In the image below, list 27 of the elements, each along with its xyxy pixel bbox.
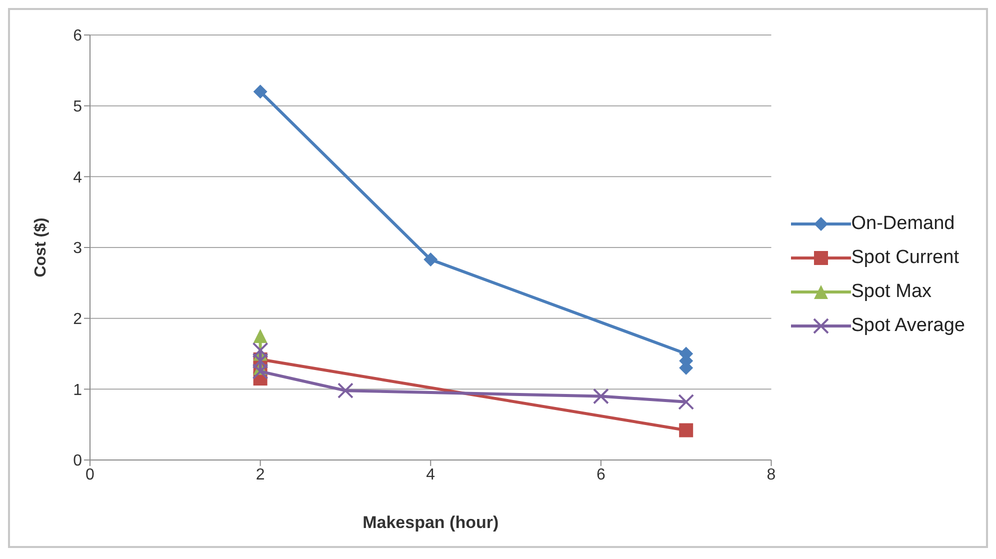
y-tick-label: 6	[73, 28, 82, 45]
legend-label: Spot Max	[851, 281, 932, 303]
x-tick-label: 8	[766, 466, 776, 484]
y-axis-title: Cost ($)	[32, 218, 50, 278]
y-tick-label: 4	[73, 169, 82, 186]
legend-label: Spot Average	[851, 315, 965, 337]
legend-label: On-Demand	[851, 213, 955, 235]
point	[424, 252, 438, 267]
x-tick-label: 2	[256, 466, 265, 484]
point	[337, 382, 354, 399]
point	[592, 388, 609, 404]
point	[252, 363, 268, 380]
point	[679, 423, 694, 438]
y-tick-label: 0	[73, 452, 82, 470]
point	[678, 394, 694, 410]
x-axis-title: Makespan (hour)	[362, 513, 499, 532]
x-tick-label: 0	[86, 466, 95, 484]
y-tick-label: 2	[73, 311, 82, 328]
point	[252, 342, 268, 358]
legend-label: Spot Current	[851, 247, 959, 269]
x-tick-label: 4	[426, 466, 436, 484]
point	[253, 84, 268, 99]
x-tick-label: 6	[596, 466, 606, 484]
y-tick-label: 1	[73, 382, 82, 399]
y-tick-label: 3	[73, 240, 82, 258]
y-tick-label: 5	[73, 98, 82, 116]
point	[253, 329, 268, 344]
